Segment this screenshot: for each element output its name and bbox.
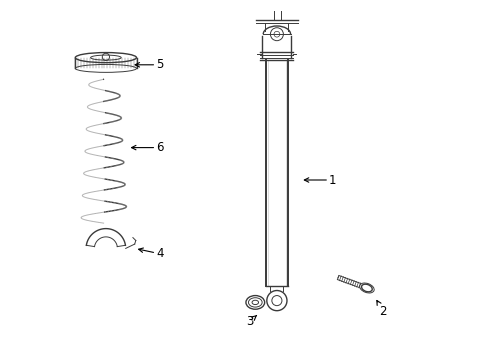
Text: 1: 1 bbox=[304, 174, 336, 186]
Text: 5: 5 bbox=[135, 58, 163, 71]
Text: 4: 4 bbox=[138, 247, 163, 260]
Text: 2: 2 bbox=[376, 301, 386, 318]
Text: 6: 6 bbox=[131, 141, 163, 154]
Text: 3: 3 bbox=[246, 315, 256, 328]
